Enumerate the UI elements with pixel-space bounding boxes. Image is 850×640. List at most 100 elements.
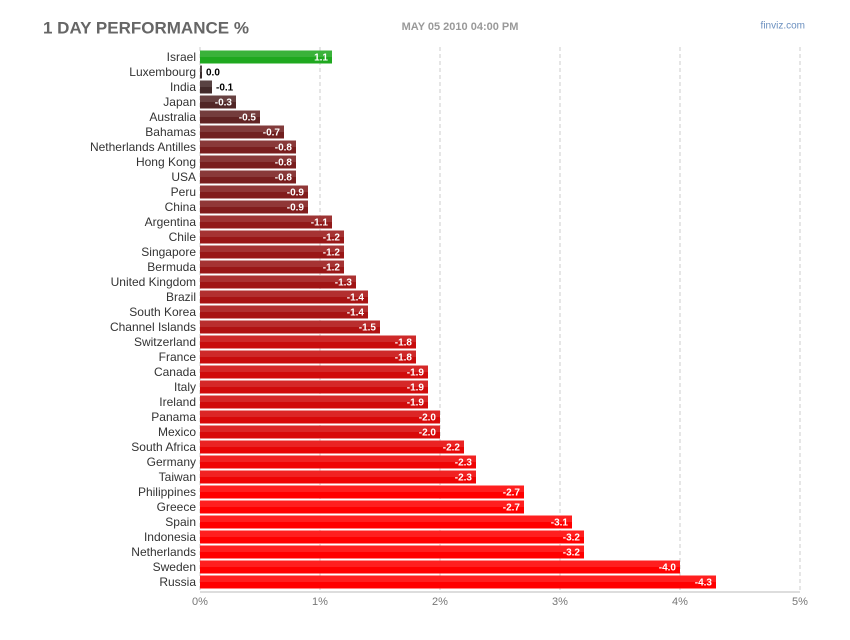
value-label: -1.3	[335, 278, 353, 289]
bar	[200, 50, 332, 64]
source: finviz.com	[761, 21, 805, 32]
bar-highlight	[200, 260, 344, 267]
bar-highlight	[200, 95, 236, 102]
bar	[200, 275, 356, 289]
category-label: Switzerland	[134, 335, 196, 349]
category-label: India	[170, 80, 196, 94]
bar	[200, 80, 212, 94]
bar-highlight	[200, 185, 308, 192]
category-label: Canada	[154, 365, 196, 379]
category-label: South Africa	[131, 440, 196, 454]
bar-highlight	[200, 275, 356, 282]
value-label: -4.0	[659, 563, 677, 574]
bar	[200, 215, 332, 229]
bar	[200, 65, 202, 79]
value-label: -4.3	[695, 578, 713, 589]
category-label: Sweden	[153, 560, 196, 574]
value-label: -3.1	[551, 518, 569, 529]
bar-highlight	[200, 155, 296, 162]
category-label: South Korea	[129, 305, 196, 319]
bar	[200, 455, 476, 469]
bar-highlight	[200, 575, 716, 582]
value-label: -1.2	[323, 263, 341, 274]
bar-highlight	[200, 140, 296, 147]
bar-highlight	[200, 110, 260, 117]
value-label: -1.2	[323, 248, 341, 259]
bar-highlight	[200, 500, 524, 507]
category-label: Taiwan	[159, 470, 196, 484]
category-label: Ireland	[159, 395, 196, 409]
bar-highlight	[200, 305, 368, 312]
category-label: Israel	[167, 50, 196, 64]
bar	[200, 245, 344, 259]
category-label: Peru	[171, 185, 196, 199]
value-label: -1.8	[395, 338, 413, 349]
value-label: -1.4	[347, 293, 365, 304]
bar-highlight	[200, 545, 584, 552]
value-label: -0.8	[275, 143, 293, 154]
bar	[200, 470, 476, 484]
value-label: -0.1	[216, 83, 234, 94]
x-tick-label: 4%	[672, 596, 688, 608]
value-label: -0.5	[239, 113, 257, 124]
bar	[200, 365, 428, 379]
value-label: -2.0	[419, 428, 437, 439]
bar	[200, 425, 440, 439]
bar-highlight	[200, 560, 680, 567]
category-label: Indonesia	[144, 530, 196, 544]
bar	[200, 440, 464, 454]
bar	[200, 260, 344, 274]
bar-highlight	[200, 395, 428, 402]
category-label: Greece	[157, 500, 197, 514]
value-label: -0.8	[275, 173, 293, 184]
category-label: Brazil	[166, 290, 196, 304]
bar	[200, 125, 284, 139]
bar	[200, 545, 584, 559]
bar-highlight	[200, 290, 368, 297]
category-label: Chile	[169, 230, 197, 244]
value-label: -0.7	[263, 128, 281, 139]
bar-highlight	[200, 170, 296, 177]
bar-highlight	[200, 470, 476, 477]
value-label: -1.9	[407, 368, 425, 379]
category-label: United Kingdom	[111, 275, 196, 289]
bar-highlight	[200, 380, 428, 387]
bar	[200, 320, 380, 334]
value-label: -2.2	[443, 443, 461, 454]
category-label: China	[165, 200, 197, 214]
x-tick-label: 1%	[312, 596, 328, 608]
value-label: -1.4	[347, 308, 365, 319]
category-label: Philippines	[138, 485, 196, 499]
bar-highlight	[200, 50, 332, 57]
category-label: Italy	[174, 380, 196, 394]
category-label: Luxembourg	[129, 65, 196, 79]
category-label: Hong Kong	[136, 155, 196, 169]
bar-highlight	[200, 365, 428, 372]
bar-highlight	[200, 515, 572, 522]
value-label: -2.0	[419, 413, 437, 424]
value-label: -1.2	[323, 233, 341, 244]
bar-highlight	[200, 425, 440, 432]
bar-highlight	[200, 530, 584, 537]
bar	[200, 350, 416, 364]
value-label: -1.8	[395, 353, 413, 364]
value-label: -0.8	[275, 158, 293, 169]
bar	[200, 515, 572, 529]
category-label: Netherlands	[131, 545, 196, 559]
bar-highlight	[200, 65, 202, 72]
bar	[200, 290, 368, 304]
category-label: Mexico	[158, 425, 196, 439]
bar-highlight	[200, 485, 524, 492]
value-label: -2.7	[503, 503, 521, 514]
chart-title: 1 DAY PERFORMANCE %	[43, 18, 249, 37]
bar-highlight	[200, 350, 416, 357]
x-tick-label: 5%	[792, 596, 808, 608]
value-label: -0.3	[215, 98, 233, 109]
bar	[200, 410, 440, 424]
category-label: Panama	[151, 410, 196, 424]
value-label: -2.3	[455, 473, 473, 484]
category-label: Germany	[147, 455, 196, 469]
bar	[200, 110, 260, 124]
bar	[200, 500, 524, 514]
